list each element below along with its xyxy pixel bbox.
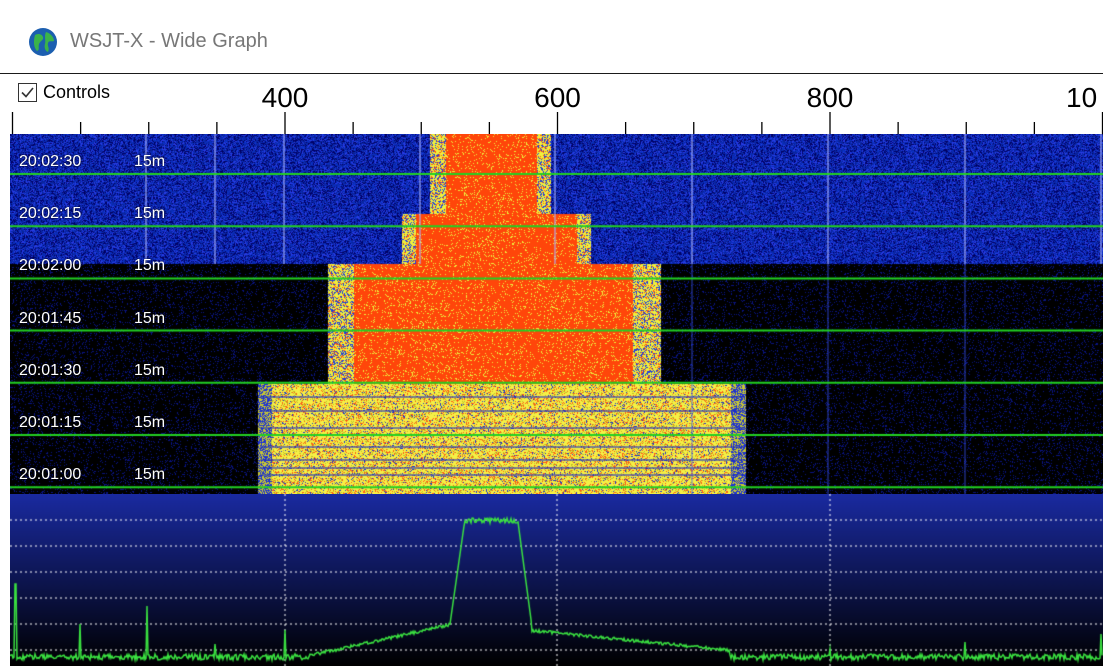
spectrum-canvas	[10, 494, 1103, 666]
band-label: 15m	[134, 361, 166, 379]
band-label: 15m	[134, 153, 166, 170]
timestamp-label: 20:01:30	[19, 361, 82, 379]
frequency-label: 10	[1066, 82, 1097, 113]
controls-label: Controls	[43, 81, 111, 102]
timestamp-label: 20:02:30	[19, 153, 82, 170]
spectrum-display[interactable]	[10, 494, 1103, 666]
check-mark-icon	[21, 86, 34, 98]
waterfall-display[interactable]: 20:02:30 15m 20:02:15 15m 20:02:00 15m 20:01:4…	[10, 134, 1103, 494]
band-label: 15m	[134, 309, 166, 327]
band-label: 15m	[134, 257, 166, 275]
waterfall-canvas	[10, 134, 1103, 494]
timestamp-label: 20:02:00	[19, 257, 82, 275]
frequency-label: 800	[807, 82, 854, 113]
globe-icon	[29, 28, 57, 56]
band-label: 15m	[134, 205, 166, 223]
timestamp-label: 20:01:00	[19, 466, 82, 484]
frequency-scale: Controls 400 600 800 10	[0, 74, 1103, 134]
timestamp-label: 20:01:45	[19, 309, 82, 327]
checkbox-box[interactable]	[18, 82, 37, 102]
controls-checkbox[interactable]: Controls	[18, 80, 110, 104]
frequency-label: 600	[534, 82, 581, 113]
window-title: WSJT-X - Wide Graph	[70, 30, 268, 52]
timestamp-label: 20:01:15	[19, 414, 82, 431]
title-bar[interactable]: WSJT-X - Wide Graph	[0, 0, 1103, 74]
band-label: 15m	[134, 466, 166, 484]
band-label: 15m	[134, 414, 166, 431]
timestamp-label: 20:02:15	[19, 205, 82, 223]
frequency-axis: 400 600 800 10	[11, 82, 1103, 134]
frequency-label: 400	[262, 82, 309, 113]
